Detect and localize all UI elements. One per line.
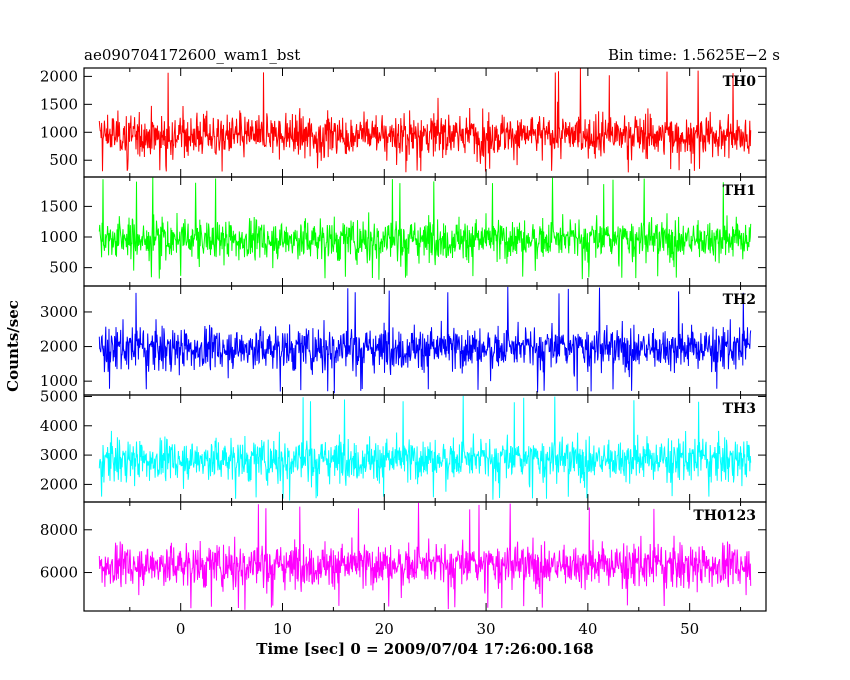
chart-title: ae090704172600_wam1_bst — [84, 46, 300, 64]
x-tick-label: 30 — [477, 620, 496, 638]
y-tick-label: 1500 — [40, 95, 78, 113]
x-tick-label: 20 — [375, 620, 394, 638]
panel-label-th3: TH3 — [723, 401, 756, 417]
x-tick-label: 0 — [176, 620, 186, 638]
panel-frame-th0123 — [83, 501, 767, 612]
bin-time-label: Bin time: 1.5625E−2 s — [608, 46, 780, 64]
y-tick-label: 2000 — [40, 475, 78, 493]
series-line-th1 — [98, 177, 752, 280]
y-tick-label: 500 — [49, 151, 78, 169]
series-line-th2 — [98, 286, 752, 394]
y-tick-label: 4000 — [40, 417, 78, 435]
x-tick-label: 10 — [273, 620, 292, 638]
y-tick-label: 3000 — [40, 303, 78, 321]
panel-label-th1: TH1 — [723, 183, 756, 199]
panel-label-th0123: TH0123 — [693, 508, 756, 524]
x-tick-label: 40 — [578, 620, 597, 638]
y-tick-label: 6000 — [40, 564, 78, 582]
panel-label-th0: TH0 — [723, 74, 757, 90]
y-tick-label: 500 — [49, 259, 78, 277]
y-axis-label: Counts/sec — [4, 300, 22, 392]
panel-label-th2: TH2 — [723, 292, 756, 308]
y-tick-label: 1000 — [40, 372, 78, 390]
series-line-th0 — [98, 68, 752, 173]
y-tick-label: 2000 — [40, 338, 78, 356]
y-tick-label: 1000 — [40, 123, 78, 141]
y-tick-label: 3000 — [40, 446, 78, 464]
series-line-th0123 — [98, 502, 752, 610]
series-line-th3 — [98, 395, 752, 501]
y-tick-label: 5000 — [40, 387, 78, 405]
y-tick-label: 2000 — [40, 67, 78, 85]
y-tick-label: 1000 — [40, 228, 78, 246]
panel-frame-th0 — [83, 67, 767, 178]
x-axis-label: Time [sec] 0 = 2009/07/04 17:26:00.168 — [256, 640, 593, 658]
y-tick-label: 8000 — [40, 521, 78, 539]
x-tick-label: 50 — [680, 620, 699, 638]
y-tick-label: 1500 — [40, 197, 78, 215]
